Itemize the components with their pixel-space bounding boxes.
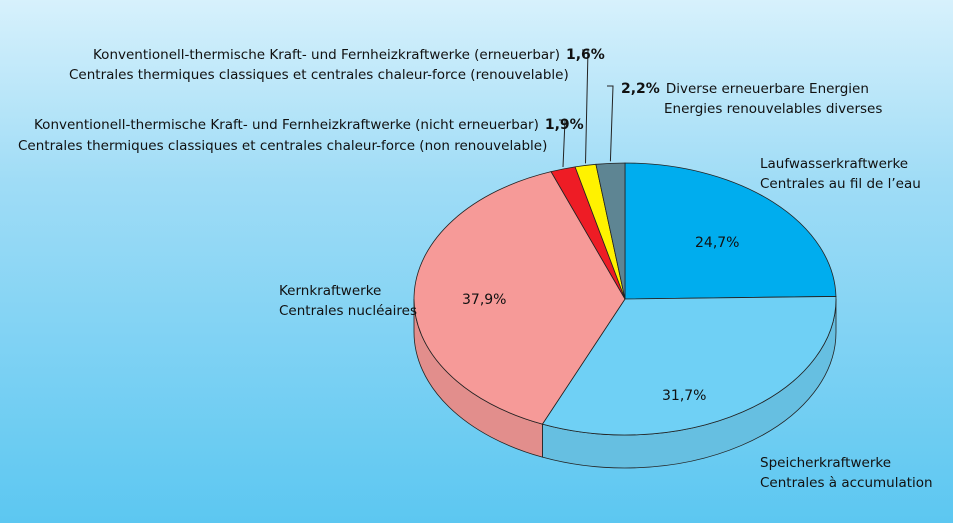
slice-value-other-renewables: 2,2% xyxy=(621,81,660,97)
pie-top xyxy=(413,162,837,436)
slice-label-de-other-renewables: Diverse erneuerbare Energien xyxy=(666,81,869,97)
slice-value-thermal-nonrenewable: 1,9% xyxy=(545,117,584,133)
slice-nuclear xyxy=(413,171,626,425)
slice-label-de-run-of-river: Laufwasserkraftwerke xyxy=(760,156,908,172)
slice-value-storage: 31,7% xyxy=(662,388,706,404)
leader-line-other-renewables xyxy=(607,85,614,162)
slice-other-renewables xyxy=(595,162,626,300)
slice-value-thermal-renewable: 1,6% xyxy=(566,47,605,63)
slice-run-of-river xyxy=(624,162,837,300)
slice-label-fr-thermal-nonrenewable: Centrales thermiques classiques et centr… xyxy=(18,138,547,154)
leader-line-thermal-renewable xyxy=(582,49,589,164)
slice-label-de-thermal-renewable-line: Konventionell-thermische Kraft- und Fern… xyxy=(93,47,605,63)
slice-label-de-thermal-nonrenewable: Konventionell-thermische Kraft- und Fern… xyxy=(34,117,539,133)
slice-value-run-of-river: 24,7% xyxy=(695,235,739,251)
slice-label-de-other-renewables-line: 2,2% Diverse erneuerbare Energien xyxy=(621,81,869,97)
slice-label-fr-storage: Centrales à accumulation xyxy=(760,475,933,491)
slice-storage xyxy=(541,296,837,436)
leader-line-thermal-nonrenewable xyxy=(559,119,566,168)
slice-label-fr-thermal-renewable: Centrales thermiques classiques et centr… xyxy=(69,67,569,83)
slice-label-de-thermal-renewable: Konventionell-thermische Kraft- und Fern… xyxy=(93,47,560,63)
slice-label-de-thermal-nonrenewable-line: Konventionell-thermische Kraft- und Fern… xyxy=(34,117,584,133)
slice-label-de-nuclear: Kernkraftwerke xyxy=(279,283,381,299)
slice-label-fr-other-renewables: Energies renouvelables diverses xyxy=(664,101,882,117)
slice-label-de-storage: Speicherkraftwerke xyxy=(760,455,891,471)
slice-value-nuclear: 37,9% xyxy=(462,292,506,308)
slice-label-fr-nuclear: Centrales nucléaires xyxy=(279,303,417,319)
slice-label-fr-run-of-river: Centrales au fil de l’eau xyxy=(760,176,921,192)
leader-lines xyxy=(559,49,614,168)
